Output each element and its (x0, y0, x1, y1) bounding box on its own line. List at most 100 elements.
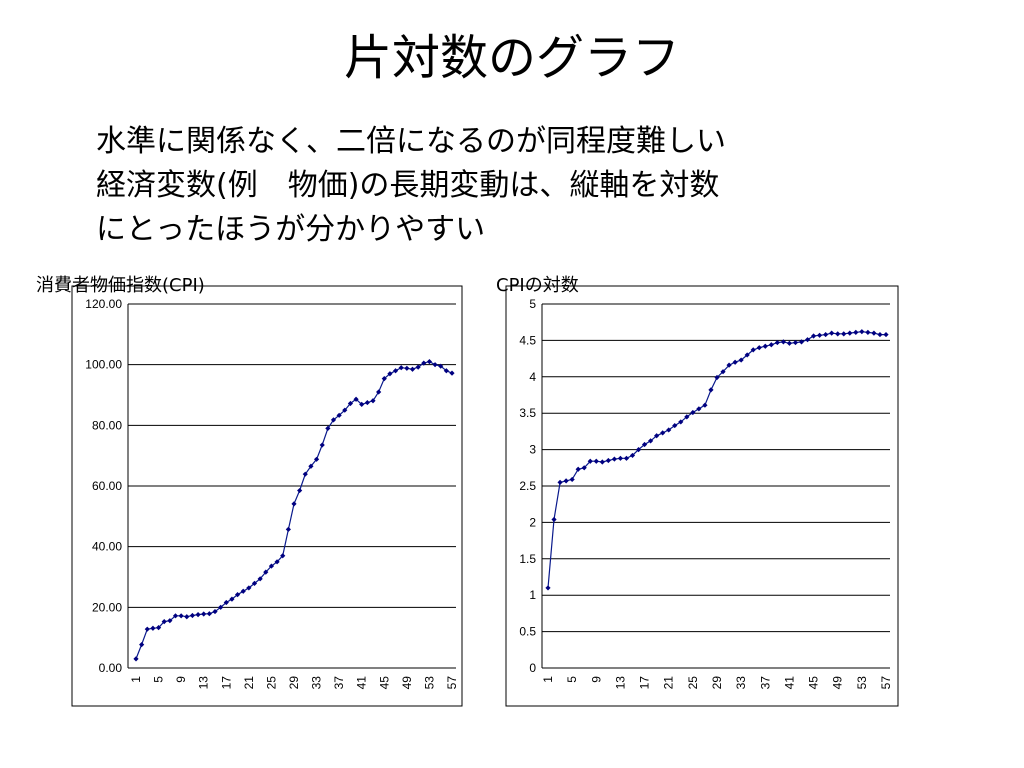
cpi-data-point (449, 370, 455, 376)
log-cpi-data-point (786, 340, 793, 346)
cpi-data-point (167, 618, 173, 624)
log-cpi-data-point (829, 330, 835, 336)
cpi-data-point (381, 376, 387, 382)
log-cpi-data-point (678, 419, 684, 425)
log-cpi-data-point (648, 438, 654, 444)
cpi-data-point (274, 559, 280, 565)
log-cpi-data-point (883, 331, 889, 338)
cpi-data-point (291, 501, 297, 507)
cpi-y-tick-label: 0.00 (99, 661, 123, 675)
log-cpi-data-point (744, 352, 750, 358)
cpi-data-point (178, 613, 184, 619)
cpi-data-point (133, 656, 139, 662)
cpi-x-tick-label: 33 (310, 676, 324, 690)
log-cpi-data-point (599, 459, 605, 465)
log-cpi-y-tick-label: 2.5 (519, 479, 536, 493)
cpi-y-tick-label: 40.00 (92, 540, 122, 554)
cpi-data-point (189, 612, 196, 619)
log-cpi-frame (505, 285, 899, 707)
log-cpi-y-tick-label: 3 (529, 443, 536, 457)
cpi-x-tick-label: 57 (445, 676, 459, 690)
log-cpi-data-point (635, 447, 642, 453)
cpi-data-point (212, 608, 218, 615)
cpi-data-point (438, 363, 444, 369)
log-cpi-data-point (738, 357, 744, 363)
log-cpi-data-point (720, 369, 726, 375)
cpi-data-point (319, 442, 325, 448)
log-cpi-data-point (641, 441, 648, 448)
cpi-x-tick-label: 37 (332, 676, 346, 690)
cpi-data-point (144, 626, 150, 632)
cpi-x-tick-label: 13 (197, 676, 211, 690)
cpi-x-tick-label: 29 (287, 676, 301, 690)
cpi-data-point (426, 359, 433, 365)
log-cpi-data-point (581, 465, 587, 471)
log-cpi-data-point (684, 414, 690, 420)
log-cpi-data-point (557, 479, 563, 485)
log-cpi-data-point (762, 343, 768, 349)
cpi-y-tick-label: 20.00 (92, 600, 122, 614)
cpi-y-tick-label: 60.00 (92, 479, 122, 493)
cpi-data-point (206, 611, 212, 617)
log-cpi-data-point (629, 452, 636, 459)
log-cpi-x-tick-label: 41 (782, 676, 796, 690)
log-cpi-data-point (702, 402, 708, 408)
log-cpi-series-line (547, 331, 886, 588)
log-cpi-data-point (714, 374, 720, 381)
cpi-data-point (161, 618, 167, 625)
log-cpi-data-point (877, 331, 883, 338)
cpi-data-point (257, 576, 263, 582)
cpi-data-point (432, 362, 438, 368)
log-cpi-data-point (569, 476, 575, 483)
log-cpi-x-tick-label: 13 (613, 676, 627, 690)
cpi-data-point (234, 591, 241, 598)
cpi-data-point (139, 642, 145, 648)
log-cpi-data-point (654, 433, 660, 439)
cpi-data-point (308, 463, 314, 469)
log-cpi-data-point (623, 455, 630, 461)
log-cpi-y-tick-label: 4.5 (519, 333, 536, 347)
cpi-data-point (297, 487, 303, 494)
log-cpi-data-point (732, 359, 738, 365)
cpi-x-tick-label: 45 (377, 676, 391, 690)
cpi-data-point (330, 417, 337, 423)
cpi-data-point (325, 425, 331, 431)
cpi-data-point (201, 611, 207, 617)
slide-body-text: 水準に関係なく、二倍になるのが同程度難しい 経済変数(例 物価)の長期変動は、縦… (96, 124, 726, 247)
log-cpi-data-point (587, 458, 593, 464)
cpi-data-point (195, 612, 201, 618)
log-cpi-x-tick-label: 33 (734, 676, 748, 690)
cpi-x-tick-label: 49 (400, 676, 414, 690)
log-cpi-data-point (666, 427, 672, 433)
log-cpi-data-point (672, 422, 678, 429)
log-cpi-x-tick-label: 1 (541, 676, 555, 683)
log-cpi-x-tick-label: 25 (686, 676, 700, 690)
cpi-data-point (376, 389, 382, 395)
cpi-data-point (409, 366, 416, 372)
cpi-data-point (229, 596, 235, 602)
log-cpi-x-tick-label: 53 (855, 676, 869, 690)
log-cpi-data-point (545, 585, 551, 591)
cpi-data-point (392, 368, 399, 374)
log-cpi-x-tick-label: 49 (831, 676, 845, 690)
cpi-data-point (398, 365, 404, 371)
cpi-data-point (263, 569, 269, 575)
log-cpi-x-tick-label: 57 (879, 676, 893, 690)
cpi-x-tick-label: 1 (129, 676, 143, 683)
cpi-data-point (336, 412, 342, 418)
cpi-data-point (421, 360, 427, 366)
cpi-data-point (313, 456, 320, 462)
cpi-data-point (280, 553, 286, 559)
log-cpi-data-point (605, 457, 611, 464)
cpi-data-point (155, 625, 162, 631)
cpi-y-tick-label: 80.00 (92, 418, 122, 432)
log-cpi-x-tick-label: 5 (565, 676, 579, 683)
log-cpi-data-point (823, 331, 829, 338)
log-cpi-y-tick-label: 2 (529, 515, 536, 529)
slide-title: 片対数のグラフ (343, 30, 680, 86)
log-cpi-data-point (853, 329, 859, 335)
log-cpi-x-tick-label: 45 (807, 676, 821, 690)
log-cpi-data-point (708, 387, 714, 393)
